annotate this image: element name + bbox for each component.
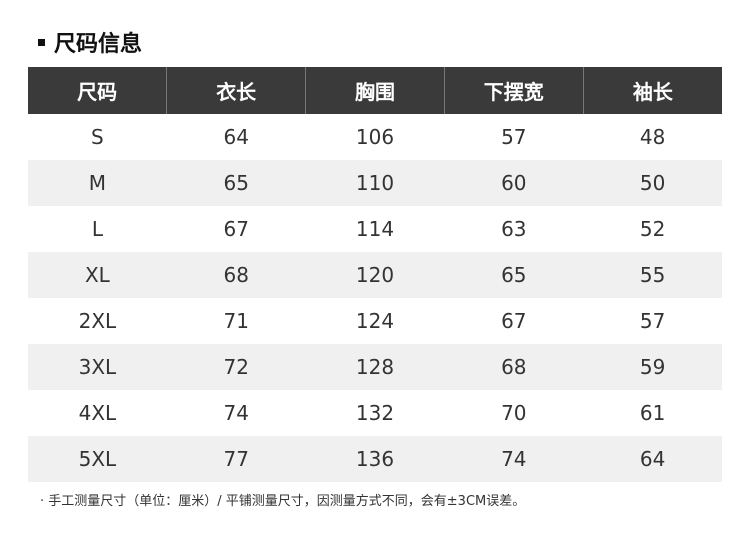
table-cell: 114 [355,217,395,241]
table-cell: 68 [166,252,306,298]
table-cell: 57 [501,125,527,149]
table-cell: L [91,217,103,241]
table-cell: 74 [223,401,249,425]
table-cell: 52 [639,217,666,241]
column-header: 衣长 [166,67,306,114]
table-row: 2XL 71 124 67 57 [28,298,722,344]
table-cell: 57 [639,309,666,333]
table-cell: 74 [444,436,584,482]
table-cell: XL [28,252,167,298]
table-cell: 2XL [78,309,117,333]
table-cell: 136 [305,436,445,482]
table-cell: 68 [444,344,584,390]
section-title: 尺码信息 [38,26,142,58]
section-title-text: 尺码信息 [54,32,143,57]
column-header: 胸围 [305,67,445,114]
table-cell: 120 [305,252,445,298]
table-cell: 72 [166,344,306,390]
table-cell: 64 [583,436,722,482]
table-cell: 77 [166,436,306,482]
table-cell: 4XL [78,401,117,425]
table-cell: 106 [355,125,395,149]
table-row: M 65 110 60 50 [28,160,722,206]
column-header: 下摆宽 [443,67,584,114]
table-cell: 55 [583,252,722,298]
table-row: L 67 114 63 52 [28,206,722,252]
table-row: 4XL 74 132 70 61 [28,390,722,436]
table-row: 3XL 72 128 68 59 [28,344,722,390]
table-cell: 65 [444,252,584,298]
table-cell: 60 [444,160,584,206]
bullet-square-icon [38,38,45,46]
table-cell: 70 [501,401,527,425]
table-cell: 65 [166,160,306,206]
column-header: 袖长 [582,67,722,114]
table-cell: 132 [355,401,395,425]
table-cell: 71 [223,309,249,333]
table-cell: M [28,160,167,206]
table-cell: 50 [583,160,722,206]
table-cell: S [91,125,104,149]
table-row: XL 68 120 65 55 [28,252,722,298]
table-cell: 3XL [28,344,167,390]
table-cell: 124 [355,309,395,333]
table-cell: 59 [583,344,722,390]
table-cell: 110 [305,160,445,206]
table-row: S 64 106 57 48 [28,114,722,160]
column-header: 尺码 [28,67,167,114]
table-cell: 67 [501,309,527,333]
table-row: 5XL 77 136 74 64 [28,436,722,482]
table-header-row: 尺码 衣长 胸围 下摆宽 袖长 [28,67,722,114]
table-cell: 61 [639,401,666,425]
table-cell: 48 [639,125,666,149]
measurement-note: · 手工测量尺寸（单位：厘米）/ 平铺测量尺寸，因测量方式不同，会有±3CM误差… [40,494,526,509]
table-cell: 63 [501,217,527,241]
table-cell: 67 [223,217,249,241]
table-cell: 5XL [28,436,167,482]
size-table: 尺码 衣长 胸围 下摆宽 袖长 S 64 106 57 48 M 65 110 60 50 L 67 114 63… [28,67,722,482]
table-cell: 128 [305,344,445,390]
table-cell: 64 [223,125,249,149]
